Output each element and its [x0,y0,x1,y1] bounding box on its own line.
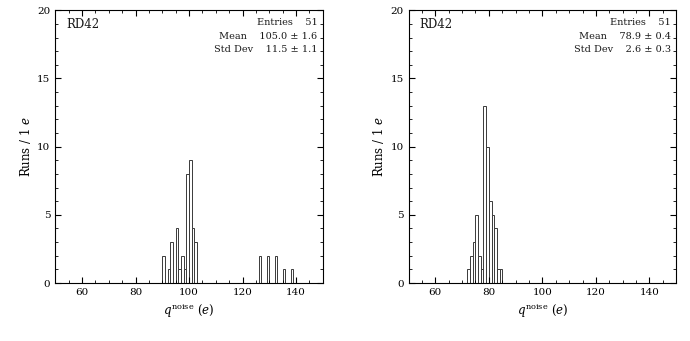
Bar [186,174,189,283]
Bar [178,269,181,283]
Bar [481,269,484,283]
Text: Entries    51
Mean    78.9 ± 0.4
Std Dev    2.6 ± 0.3: Entries 51 Mean 78.9 ± 0.4 Std Dev 2.6 ±… [573,18,671,54]
Bar [275,256,277,283]
Bar [184,269,186,283]
Bar [195,242,197,283]
Bar [473,242,475,283]
Bar [290,269,293,283]
Bar [486,147,489,283]
Bar [162,256,165,283]
Bar [497,269,500,283]
Bar [500,269,502,283]
Bar [266,256,269,283]
X-axis label: $q^{\mathrm{noise}}$ $(e)$: $q^{\mathrm{noise}}$ $(e)$ [164,301,215,320]
Y-axis label: Runs / 1 $e$: Runs / 1 $e$ [18,116,33,177]
Bar [168,269,170,283]
Bar [467,269,470,283]
Text: RD42: RD42 [420,18,453,31]
Bar [470,256,473,283]
X-axis label: $q^{\mathrm{noise}}$ $(e)$: $q^{\mathrm{noise}}$ $(e)$ [517,301,568,320]
Bar [259,256,262,283]
Bar [170,242,173,283]
Bar [181,256,184,283]
Bar [478,256,481,283]
Bar [192,228,195,283]
Bar [484,106,486,283]
Bar [491,215,494,283]
Y-axis label: Runs / 1 $e$: Runs / 1 $e$ [371,116,386,177]
Bar [176,228,178,283]
Bar [283,269,286,283]
Bar [475,215,478,283]
Text: RD42: RD42 [66,18,99,31]
Bar [494,228,497,283]
Bar [489,201,491,283]
Text: Entries    51
Mean    105.0 ± 1.6
Std Dev    11.5 ± 1.1: Entries 51 Mean 105.0 ± 1.6 Std Dev 11.5… [214,18,317,54]
Bar [189,160,192,283]
